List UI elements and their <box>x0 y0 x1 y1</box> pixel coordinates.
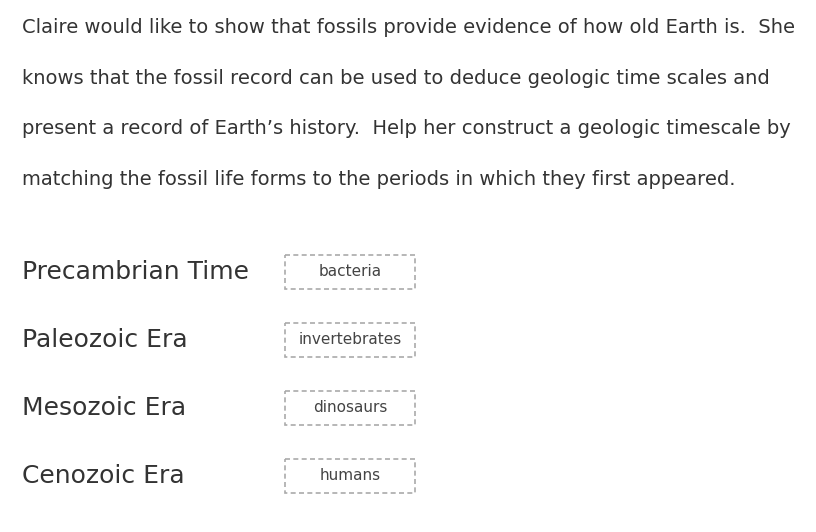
Text: Cenozoic Era: Cenozoic Era <box>22 464 184 488</box>
Text: Precambrian Time: Precambrian Time <box>22 260 249 284</box>
Text: knows that the fossil record can be used to deduce geologic time scales and: knows that the fossil record can be used… <box>22 69 769 88</box>
Text: bacteria: bacteria <box>318 264 382 279</box>
FancyBboxPatch shape <box>285 391 415 425</box>
FancyBboxPatch shape <box>285 323 415 357</box>
Text: matching the fossil life forms to the periods in which they first appeared.: matching the fossil life forms to the pe… <box>22 170 735 189</box>
Text: present a record of Earth’s history.  Help her construct a geologic timescale by: present a record of Earth’s history. Hel… <box>22 119 791 138</box>
FancyBboxPatch shape <box>285 459 415 493</box>
Text: dinosaurs: dinosaurs <box>313 401 387 415</box>
Text: Paleozoic Era: Paleozoic Era <box>22 328 188 352</box>
Text: invertebrates: invertebrates <box>299 332 401 347</box>
FancyBboxPatch shape <box>285 255 415 289</box>
Text: Mesozoic Era: Mesozoic Era <box>22 396 186 420</box>
Text: Claire would like to show that fossils provide evidence of how old Earth is.  Sh: Claire would like to show that fossils p… <box>22 18 795 37</box>
Text: humans: humans <box>319 469 380 484</box>
